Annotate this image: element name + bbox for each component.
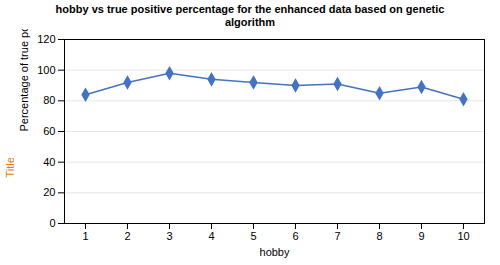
svg-text:80: 80 [43, 95, 55, 107]
svg-text:Percentage of true positive va: Percentage of true positive value [18, 29, 30, 132]
svg-text:5: 5 [250, 231, 256, 243]
svg-text:100: 100 [37, 64, 55, 76]
svg-text:9: 9 [418, 231, 424, 243]
svg-text:7: 7 [334, 231, 340, 243]
svg-text:6: 6 [292, 231, 298, 243]
svg-text:120: 120 [37, 33, 55, 45]
svg-text:2: 2 [124, 231, 130, 243]
svg-text:20: 20 [43, 187, 55, 199]
svg-text:8: 8 [376, 231, 382, 243]
svg-text:Title: Title [4, 158, 16, 178]
html-text:hobby vs true positive percent: hobby vs true positive percentage for th… [55, 3, 445, 29]
svg-text:3: 3 [166, 231, 172, 243]
svg-text:4: 4 [208, 231, 214, 243]
svg-text:0: 0 [49, 217, 55, 229]
svg-text:60: 60 [43, 125, 55, 137]
svg-text:40: 40 [43, 156, 55, 168]
svg-text:hobby: hobby [260, 246, 290, 258]
svg-text:10: 10 [457, 231, 469, 243]
svg-text:1: 1 [82, 231, 88, 243]
